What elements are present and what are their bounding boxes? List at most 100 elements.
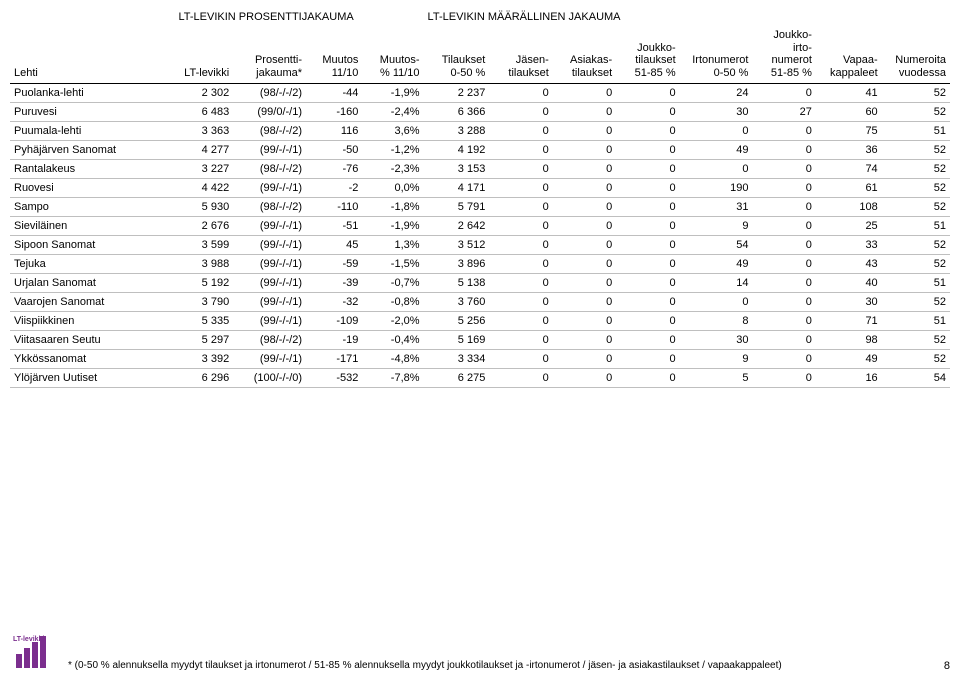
cell-value: 49 [680,140,753,159]
cell-value: 6 483 [174,102,233,121]
table-row: Vaarojen Sanomat3 790(99/-/-/1)-32-0,8%3… [10,292,950,311]
cell-name: Ruovesi [10,178,174,197]
cell-value: 51 [882,273,950,292]
table-row: Ylöjärven Uutiset6 296(100/-/-/0)-532-7,… [10,368,950,387]
table-row: Tejuka3 988(99/-/-/1)-59-1,5%3 896000490… [10,254,950,273]
cell-value: 27 [752,102,815,121]
cell-value: 0 [616,102,679,121]
cell-value: 0 [553,121,616,140]
cell-value: 16 [816,368,882,387]
cell-name: Ylöjärven Uutiset [10,368,174,387]
col-jasen: Jäsen-tilaukset [489,26,552,83]
cell-value: 0 [489,197,552,216]
col-tilaukset: Tilaukset0-50 % [424,26,490,83]
cell-value: 0 [553,311,616,330]
cell-value: 30 [680,102,753,121]
cell-value: 3 599 [174,235,233,254]
cell-value: 0 [752,159,815,178]
table-row: Puruvesi6 483(99/0/-/1)-160-2,4%6 366000… [10,102,950,121]
cell-name: Tejuka [10,254,174,273]
cell-value: 9 [680,216,753,235]
cell-value: 40 [816,273,882,292]
section-left: LT-LEVIKIN PROSENTTIJAKAUMA [174,8,423,26]
cell-value: 0 [489,254,552,273]
cell-value: 54 [882,368,950,387]
cell-value: (99/-/-/1) [233,235,306,254]
cell-value: (99/-/-/1) [233,273,306,292]
cell-value: 0 [616,235,679,254]
cell-value: 61 [816,178,882,197]
cell-value: 51 [882,311,950,330]
cell-value: 5 138 [424,273,490,292]
cell-value: 0 [616,140,679,159]
cell-value: 1,3% [362,235,423,254]
cell-value: 0 [680,292,753,311]
cell-value: 3,6% [362,121,423,140]
cell-value: -171 [306,349,362,368]
cell-value: (99/-/-/1) [233,292,306,311]
cell-value: -4,8% [362,349,423,368]
cell-value: 0 [752,216,815,235]
cell-value: 5 [680,368,753,387]
cell-value: (99/-/-/1) [233,178,306,197]
col-joukko-t: Joukko-tilaukset51-85 % [616,26,679,83]
cell-value: 0 [489,311,552,330]
cell-value: 3 896 [424,254,490,273]
cell-value: 0 [553,178,616,197]
cell-value: 3 790 [174,292,233,311]
cell-value: 0 [752,140,815,159]
table-row: Puumala-lehti3 363(98/-/-/2)1163,6%3 288… [10,121,950,140]
cell-value: 0 [489,140,552,159]
table-row: Sieviläinen2 676(99/-/-/1)-51-1,9%2 6420… [10,216,950,235]
cell-value: 0 [680,159,753,178]
cell-value: 52 [882,330,950,349]
cell-value: -7,8% [362,368,423,387]
cell-value: 0 [553,102,616,121]
cell-name: Puruvesi [10,102,174,121]
cell-value: 0 [616,83,679,102]
cell-value: 0 [489,292,552,311]
data-table: LT-LEVIKIN PROSENTTIJAKAUMA LT-LEVIKIN M… [10,8,950,388]
cell-value: -44 [306,83,362,102]
cell-value: 6 275 [424,368,490,387]
cell-value: 0 [553,273,616,292]
section-header-row: LT-LEVIKIN PROSENTTIJAKAUMA LT-LEVIKIN M… [10,8,950,26]
cell-value: 0 [616,349,679,368]
cell-value: 3 153 [424,159,490,178]
cell-value: -0,8% [362,292,423,311]
cell-value: 52 [882,102,950,121]
col-joukko-i: Joukko-irto-numerot51-85 % [752,26,815,83]
cell-value: 60 [816,102,882,121]
cell-name: Viispiikkinen [10,311,174,330]
cell-value: -110 [306,197,362,216]
cell-value: 5 930 [174,197,233,216]
cell-value: 4 171 [424,178,490,197]
cell-value: 0,0% [362,178,423,197]
cell-value: (99/-/-/1) [233,216,306,235]
col-lt-levikki: LT-levikki [174,26,233,83]
cell-value: 14 [680,273,753,292]
cell-value: 98 [816,330,882,349]
cell-value: 0 [553,159,616,178]
cell-value: (98/-/-/2) [233,83,306,102]
cell-value: -532 [306,368,362,387]
cell-value: (100/-/-/0) [233,368,306,387]
cell-value: -0,4% [362,330,423,349]
cell-value: 2 676 [174,216,233,235]
cell-value: 52 [882,159,950,178]
cell-value: 0 [553,254,616,273]
cell-value: 0 [752,292,815,311]
cell-value: 2 302 [174,83,233,102]
cell-value: -19 [306,330,362,349]
cell-value: 49 [816,349,882,368]
cell-value: 30 [816,292,882,311]
cell-value: 0 [489,121,552,140]
cell-value: 0 [616,197,679,216]
cell-value: 2 237 [424,83,490,102]
cell-name: Rantalakeus [10,159,174,178]
cell-value: -160 [306,102,362,121]
cell-value: -0,7% [362,273,423,292]
cell-value: 4 192 [424,140,490,159]
cell-name: Sieviläinen [10,216,174,235]
cell-value: 3 227 [174,159,233,178]
